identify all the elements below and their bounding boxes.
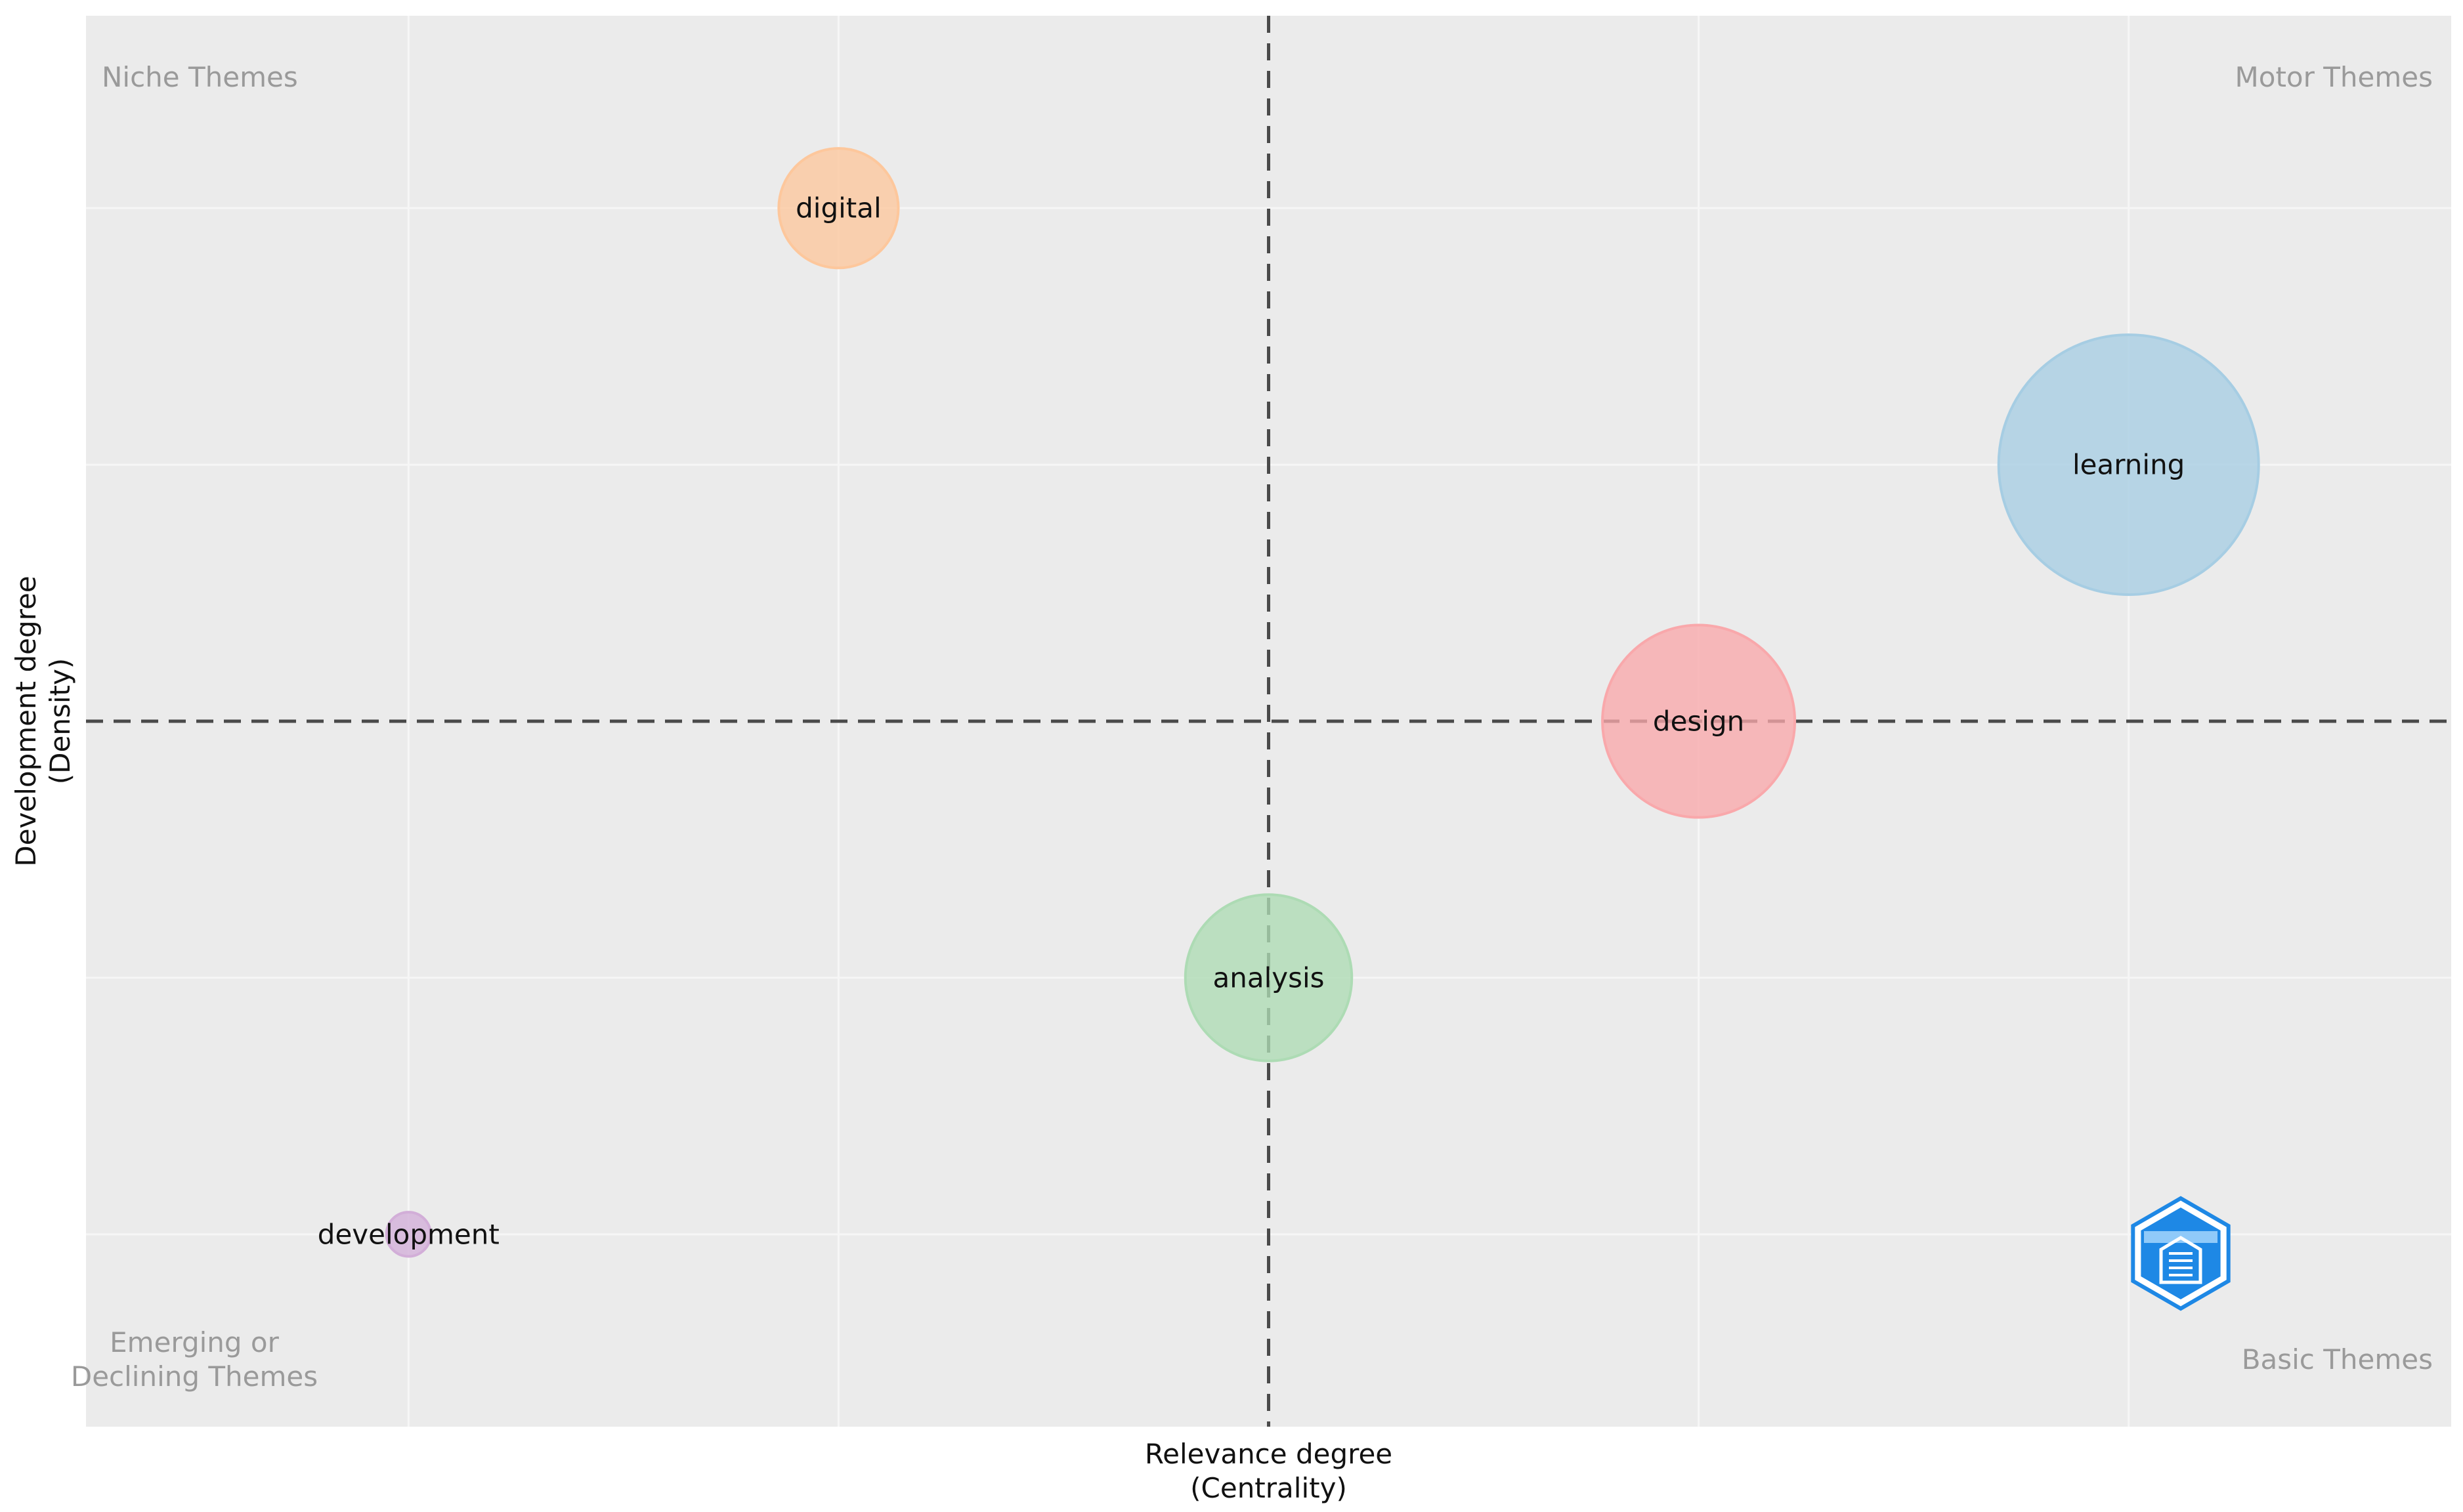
quadrant-labels: Niche Themes Motor Themes Emerging or Decli… (71, 61, 2433, 1393)
watermark-shield-logo (2131, 1196, 2231, 1311)
logo-building-outline (2159, 1236, 2202, 1284)
bubble-label-analysis: analysis (1212, 961, 1324, 994)
bubble-analysis (1184, 893, 1354, 1062)
bubbles-layer: learning design analysis digital development (318, 147, 2260, 1258)
bubble-development (385, 1211, 432, 1258)
y-axis-title: Development degree(Density) (10, 576, 76, 866)
bubble-label-development: development (318, 1218, 500, 1250)
bubble-label-design: design (1653, 705, 1744, 738)
bubble-design (1601, 623, 1797, 819)
bubble-label-learning: learning (2072, 449, 2185, 481)
quadrant-label-basic: Basic Themes (2242, 1343, 2433, 1376)
bubble-learning (1997, 333, 2260, 597)
quadrant-label-niche: Niche Themes (102, 61, 298, 93)
bubble-digital (777, 147, 900, 270)
x-axis-title: Relevance degree (Centrality) (1145, 1438, 1392, 1504)
quadrant-label-motor: Motor Themes (2235, 61, 2433, 93)
reference-lines (86, 16, 2451, 1427)
axis-titles: Relevance degree (Centrality) Development … (10, 576, 1392, 1504)
quadrant-label-emerging: Emerging or Declining Themes (71, 1326, 318, 1393)
bubble-label-digital: digital (796, 192, 882, 224)
